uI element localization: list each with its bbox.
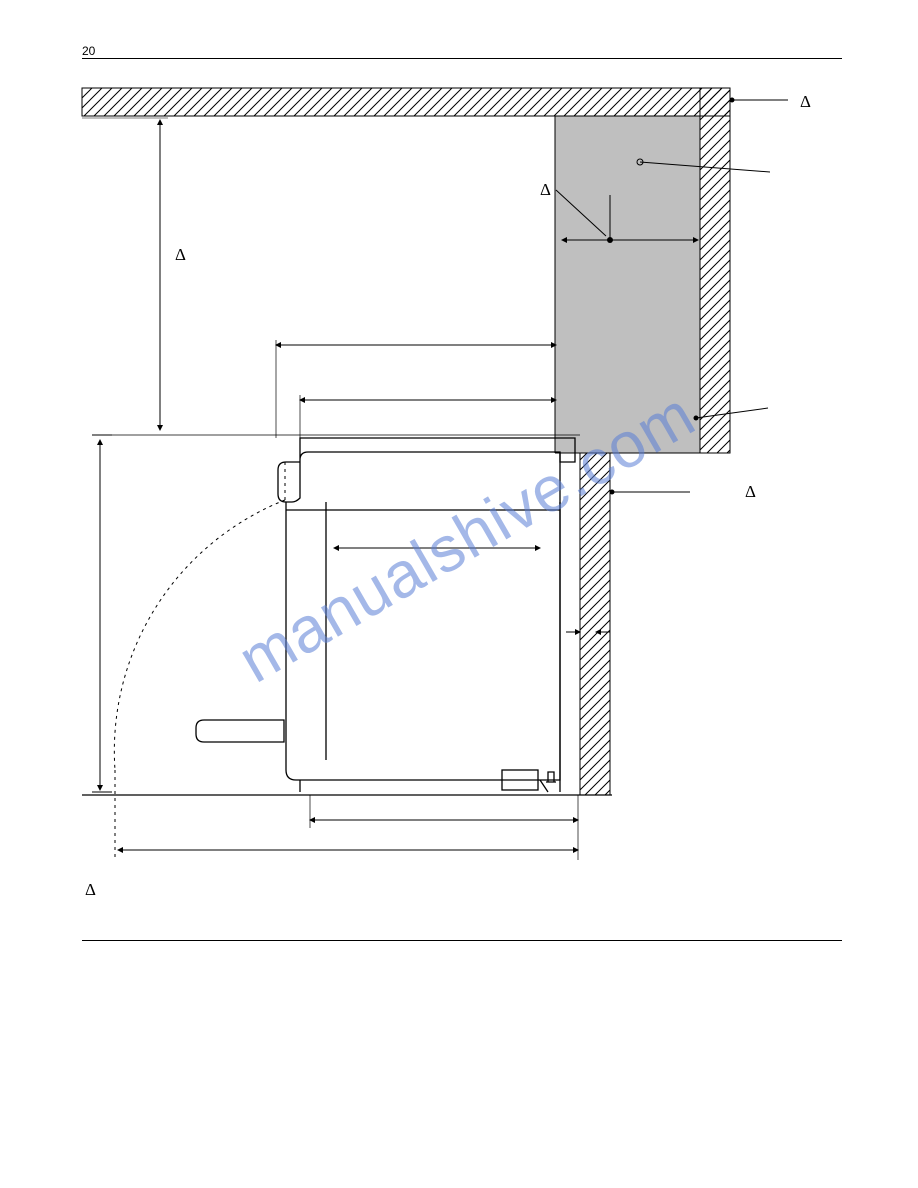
page: 20: [0, 0, 918, 1188]
delta-label-top-right: Δ: [800, 92, 811, 112]
delta-label-mid-right: Δ: [745, 482, 756, 502]
delta-label-bottom-left: Δ: [85, 880, 96, 900]
delta-label-grey-width: Δ: [540, 180, 551, 200]
rule-bottom: [82, 940, 842, 941]
delta-label-left-vertical: Δ: [175, 245, 186, 265]
clearance-diagram: [0, 0, 918, 1188]
